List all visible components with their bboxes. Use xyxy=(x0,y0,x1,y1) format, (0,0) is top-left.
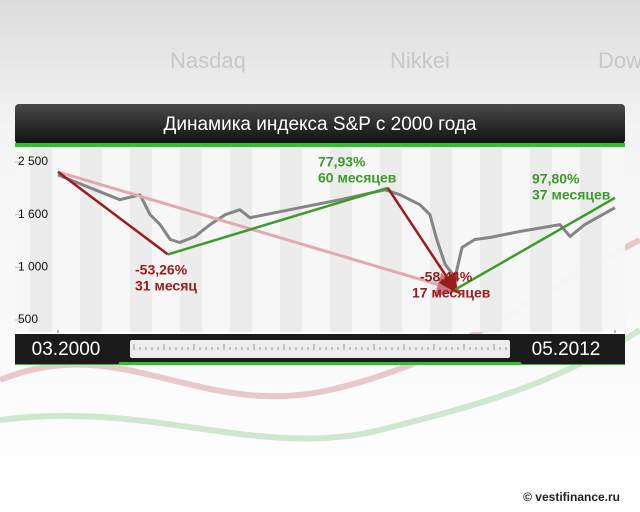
trend-line xyxy=(386,187,458,294)
x-tick-label: 05.2012 xyxy=(532,339,601,360)
stripe xyxy=(430,148,452,332)
x-tick-label: 03.2000 xyxy=(32,339,101,360)
stripe xyxy=(80,148,102,332)
y-tick-label: 1 000 xyxy=(18,260,48,274)
trend-line xyxy=(57,170,461,296)
chart-title: Динамика индекса S&P с 2000 года xyxy=(163,114,476,135)
annotation-value: 77,93% xyxy=(318,154,366,170)
bg-label: Nikkei xyxy=(390,48,450,73)
annotation-duration: 17 месяцев xyxy=(412,285,491,301)
stripe xyxy=(230,148,252,332)
annotation-duration: 37 месяцев xyxy=(532,187,611,203)
title-banner xyxy=(15,104,625,144)
annotation-value: -53,26% xyxy=(135,262,188,278)
stripe xyxy=(580,148,602,332)
source: © vestifinance.ru xyxy=(523,490,620,504)
trend-line xyxy=(454,196,616,291)
y-tick-label: 500 xyxy=(18,312,38,326)
time-bar-underline xyxy=(15,362,625,365)
bg-label: Dow xyxy=(598,48,640,73)
annotation-value: 97,80% xyxy=(532,171,580,187)
annotation-duration: 60 месяцев xyxy=(318,170,397,186)
stripe xyxy=(330,148,352,332)
date-box xyxy=(510,334,625,364)
annotation-duration: 31 месяц xyxy=(135,278,197,294)
bg-label: Nasdaq xyxy=(170,48,246,73)
y-tick-label: 2 500 xyxy=(18,154,48,168)
stripe xyxy=(480,148,502,332)
trend-line xyxy=(57,170,169,256)
plot-area xyxy=(15,148,625,332)
stripe xyxy=(30,148,52,332)
index-line xyxy=(57,173,616,279)
stripe xyxy=(180,148,202,332)
title-underline xyxy=(15,143,625,147)
trend-line xyxy=(167,186,389,256)
y-tick-label: 1 600 xyxy=(18,207,48,221)
date-box xyxy=(15,334,130,364)
decor xyxy=(0,327,640,442)
annotation-value: -58,44% xyxy=(420,269,473,285)
ruler-ticks xyxy=(133,344,507,350)
